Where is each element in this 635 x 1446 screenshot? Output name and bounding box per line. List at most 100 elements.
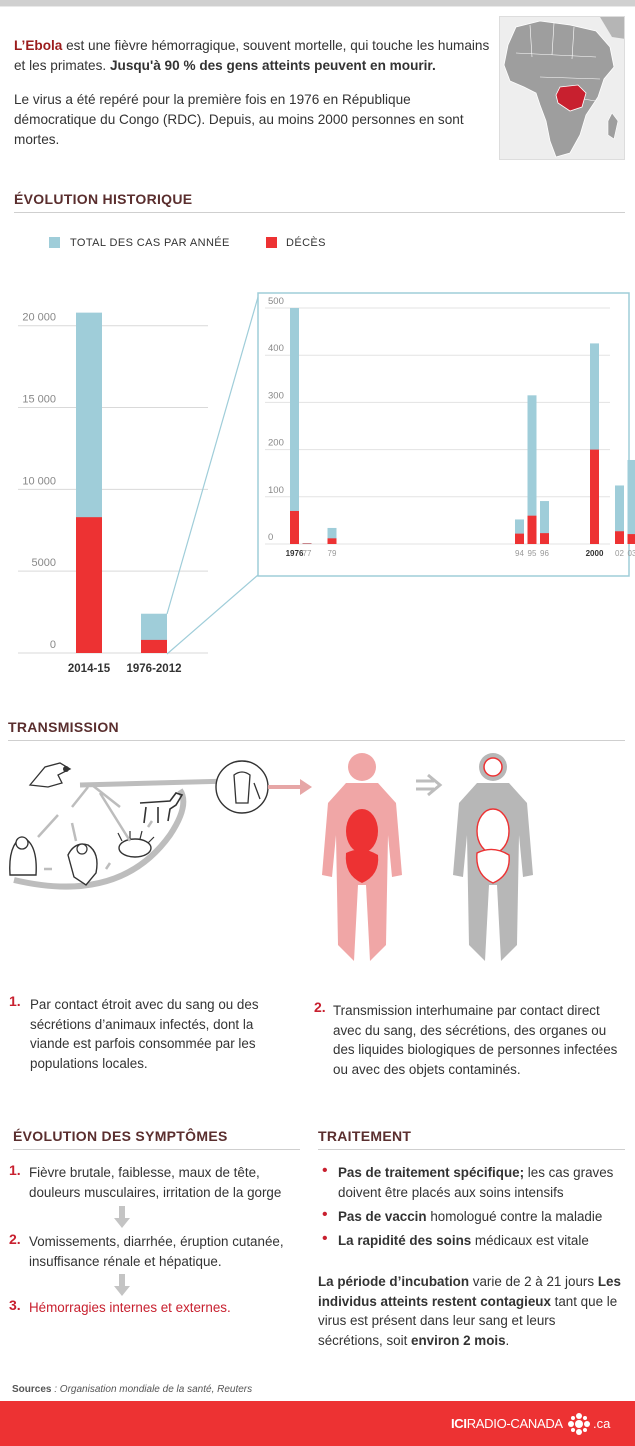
x-tick-label: 2014-15 [68,663,111,675]
transmission-number-2: 2. [314,999,326,1015]
legend-deaths-label: DÉCÈS [286,237,326,249]
logo-ici: ICI [451,1416,467,1431]
history-title-rule [14,212,625,213]
infected-human-icon [322,753,402,961]
chimpanzee-icon [67,843,98,886]
treatment-bullet-1: Pas de traitement spécifique; les cas gr… [338,1163,623,1202]
intro-text: L’Ebola est une fièvre hémorragique, sou… [14,36,492,150]
symptoms-title: ÉVOLUTION DES SYMPTÔMES [13,1128,228,1144]
treatment-bullet-2-text: homologué contre la maladie [426,1209,603,1224]
cycle-arc [13,788,187,890]
arrow-down-icon [114,1274,130,1296]
bar-total [540,501,549,544]
x-tick-label: 77 [303,549,312,558]
treatment-title: TRAITEMENT [318,1128,412,1144]
legend-deaths-swatch [266,237,277,248]
transmission-title: TRANSMISSION [8,719,119,735]
zoom-connector-bottom [166,574,259,655]
incubation-text: La période d’incubation varie de 2 à 21 … [318,1272,623,1350]
x-tick-label: 94 [515,549,524,558]
symptom-number-1: 1. [9,1162,21,1178]
bar-total [627,459,635,544]
x-tick-label: 96 [540,549,549,558]
treatment-title-rule [318,1149,625,1150]
treatment-bullet-2-bold: Pas de vaccin [338,1209,427,1224]
zoom-panel-frame [257,292,630,577]
cycle-top-line [79,778,231,788]
y-tick-label: 200 [268,438,284,449]
symptoms-title-rule [13,1149,300,1150]
bar-deaths [290,510,299,544]
sources-line: Sources : Organisation mondiale de la sa… [12,1384,252,1395]
y-tick-label: 10 000 [22,475,56,487]
drc-highlight [555,84,587,112]
y-tick-label: 0 [50,639,56,651]
radio-canada-gem-icon [568,1413,590,1435]
ebola-term: L’Ebola [14,38,63,53]
symptom-number-3: 3. [9,1297,21,1313]
y-tick-label: 400 [268,343,284,354]
legend-total-swatch [49,237,60,248]
x-tick-label: 02 [615,549,624,558]
symptom-text-2: Vomissements, diarrhée, éruption cutanée… [29,1234,284,1269]
treatment-bullet-3-text: médicaux est vitale [471,1233,589,1248]
double-arrow-icon [416,773,443,797]
x-tick-label: 2000 [586,549,604,558]
incubation-period: varie de 2 à 21 jours [469,1274,598,1289]
y-tick-label: 500 [268,296,284,307]
y-tick-label: 300 [268,390,284,401]
bar-deaths [627,534,635,544]
bar-total [615,485,624,544]
transmission-text-1: Par contact étroit avec du sang ou des s… [30,997,259,1071]
y-tick-label: 20 000 [22,312,56,324]
intro-paragraph-1: L’Ebola est une fièvre hémorragique, sou… [14,36,492,76]
sources-label: Sources [12,1384,52,1395]
x-tick-label: 1976 [286,549,304,558]
transmission-illustration [9,753,533,961]
y-tick-label: 5000 [32,557,56,569]
x-tick-label: 95 [528,549,537,558]
bar-deaths [615,531,624,544]
mortality-fact: Jusqu'à 90 % des gens atteints peuvent e… [109,58,436,73]
bar-total [290,308,299,544]
logo-ca: .ca [593,1416,611,1431]
bar-deaths [76,517,102,653]
logo-radio-canada: RADIO-CANADA [466,1416,563,1431]
radio-canada-logo[interactable]: ICIRADIO-CANADA [451,1416,563,1431]
treatment-bullet-3: La rapidité des soins médicaux est vital… [338,1231,623,1251]
contagious-text: tant que le virus est présent dans leur … [318,1293,618,1348]
zoom-connector-top [166,296,259,615]
transmission-arrows [37,784,154,871]
bar-total [527,395,537,544]
x-tick-label: 79 [328,549,337,558]
sources-text: : Organisation mondiale de la santé, Reu… [51,1384,253,1395]
y-tick-label: 100 [268,485,284,496]
contagious-bold: Les individus atteints restent contagieu… [318,1274,621,1309]
bar-total [590,343,599,544]
bullet-icon: • [322,1162,328,1179]
contact-human-icon [453,753,533,961]
bullet-icon: • [322,1206,328,1223]
bar-deaths [141,639,167,653]
symptom-text-3: Hémorragies internes et externes. [29,1300,231,1315]
legend-total-label: TOTAL DES CAS PAR ANNÉE [70,237,230,249]
treatment-bullet-3-bold: La rapidité des soins [338,1233,472,1248]
contagious-duration: environ 2 mois [411,1332,506,1348]
hunter-icon [215,760,269,814]
bullet-icon: • [322,1230,328,1247]
y-tick-label: 15 000 [22,394,56,406]
treatment-bullet-2: Pas de vaccin homologué contre la maladi… [338,1207,623,1227]
footer-bar: ICIRADIO-CANADA .ca [0,1401,635,1446]
arrow-down-icon [114,1206,130,1228]
x-tick-label: 03 [628,549,635,558]
bar-deaths [590,449,599,544]
arrow-to-human-icon [268,779,312,795]
symptom-text-1: Fièvre brutale, faiblesse, maux de tête,… [29,1165,282,1200]
x-tick-label: 1976-2012 [127,663,182,675]
top-border [0,0,635,6]
treatment-bullet-1-text: les cas graves doivent être placés aux s… [338,1165,614,1200]
intro-paragraph-2: Le virus a été repéré pour la première f… [14,92,464,147]
bar-deaths [515,533,524,544]
bar-total [515,519,524,544]
